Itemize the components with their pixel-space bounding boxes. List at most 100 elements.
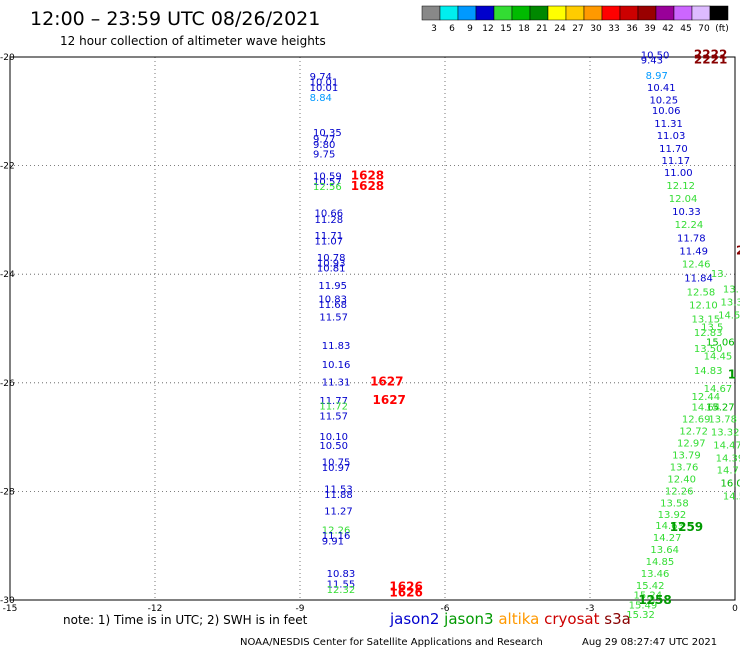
pass-time-label: 1627 bbox=[373, 393, 406, 407]
legend-cryosat: cryosat bbox=[539, 610, 599, 628]
pass-time-label: 1628 bbox=[351, 179, 384, 193]
colorbar-swatch bbox=[655, 5, 675, 21]
wave-height-label: 8.84 bbox=[310, 93, 332, 104]
legend-s3a: s3a bbox=[600, 610, 631, 628]
colorbar-label: 30 bbox=[590, 24, 602, 34]
wave-height-label: 10.81 bbox=[317, 264, 346, 275]
pass-time-label: 1628 bbox=[351, 168, 384, 182]
x-tick-label: -3 bbox=[586, 604, 595, 614]
colorbar-label: 3 bbox=[431, 24, 437, 34]
x-axis-ticks: -15 -12 -9 -6 -3 0 bbox=[3, 604, 738, 614]
wave-height-label: 11.00 bbox=[664, 168, 693, 179]
pass-time-label: 2222 bbox=[694, 47, 727, 61]
colorbar-swatch bbox=[511, 5, 531, 21]
wave-height-label: 13.76 bbox=[670, 462, 699, 473]
colorbar-swatch bbox=[493, 5, 513, 21]
wave-height-label: 9.75 bbox=[313, 150, 335, 161]
y-tick-label: -28 bbox=[0, 487, 15, 497]
wave-height-label: 11.28 bbox=[315, 215, 344, 226]
wave-height-label: 14.47 bbox=[713, 441, 740, 452]
pass-time-label: 2220 bbox=[736, 243, 740, 257]
wave-height-label: 10.01 bbox=[310, 77, 339, 88]
chart-subtitle: 12 hour collection of altimeter wave hei… bbox=[60, 34, 326, 48]
wave-height-label: 11.31 bbox=[654, 119, 683, 130]
wave-height-label: 13.92 bbox=[658, 510, 687, 521]
wave-height-label: 13.15 bbox=[692, 315, 721, 326]
wave-height-label: 11.78 bbox=[677, 233, 706, 244]
x-tick-label: -9 bbox=[296, 604, 305, 614]
colorbar-swatch bbox=[691, 5, 711, 21]
colorbar-label: 33 bbox=[608, 24, 619, 34]
wave-height-label: 10.33 bbox=[672, 207, 701, 218]
wave-height-label: 10.41 bbox=[647, 83, 676, 94]
y-tick-label: -24 bbox=[0, 270, 15, 280]
wave-height-label: 10.59 bbox=[313, 171, 342, 182]
wave-height-label: 10.50 bbox=[319, 441, 348, 452]
wave-height-label: 11.95 bbox=[318, 281, 347, 292]
pass-time-label: 1626 bbox=[389, 585, 422, 599]
y-tick-label: -22 bbox=[0, 162, 15, 172]
wave-height-label: 15.27 bbox=[706, 403, 735, 414]
satellite-legend: jason2 jason3 altika cryosat s3a bbox=[389, 610, 631, 628]
plot-frame bbox=[9, 56, 736, 601]
wave-height-label: 11.31 bbox=[322, 378, 351, 389]
wave-height-label: 11.57 bbox=[319, 313, 348, 324]
colorbar-swatch bbox=[547, 5, 567, 21]
wave-height-label: 14.5 bbox=[723, 492, 740, 503]
wave-height-label: 9.43 bbox=[641, 56, 663, 67]
wave-height-label: 15.06 bbox=[706, 338, 735, 349]
wave-height-label: 8.97 bbox=[646, 71, 668, 82]
colorbar-swatch bbox=[421, 5, 441, 21]
wave-height-label: 11.84 bbox=[684, 273, 713, 284]
wave-height-label: 12.40 bbox=[667, 474, 696, 485]
wave-height-label: 10.83 bbox=[318, 295, 347, 306]
wave-height-label: 10.66 bbox=[315, 208, 344, 219]
wave-height-label: 11.77 bbox=[319, 396, 348, 407]
legend-jason2: jason2 bbox=[389, 610, 439, 628]
pass-time-label: 1 bbox=[728, 368, 736, 382]
wave-height-label: 12.10 bbox=[689, 301, 718, 312]
colorbar-swatch bbox=[439, 5, 459, 21]
wave-height-label: 11.72 bbox=[319, 402, 348, 413]
wave-height-label: 12.69 bbox=[682, 415, 711, 426]
colorbar: 3 6 9 12 15 18 21 24 27 30 33 36 39 42 45 70 (ft) bbox=[421, 5, 729, 34]
colorbar-label: 21 bbox=[536, 24, 547, 34]
y-axis-ticks: -20 -22 -24 -26 -28 -30 bbox=[0, 53, 15, 606]
title-group: 12:00 – 23:59 UTC 08/26/2021 12 hour col… bbox=[30, 8, 326, 48]
wave-height-label: 10.01 bbox=[310, 83, 339, 94]
wave-height-label: 11.17 bbox=[662, 156, 691, 167]
wave-height-label: 16.0 bbox=[721, 479, 740, 490]
colorbar-label: 27 bbox=[572, 24, 583, 34]
wave-height-label: 10.83 bbox=[327, 569, 356, 580]
wave-height-label: 14.83 bbox=[694, 366, 723, 377]
colorbar-label: 6 bbox=[449, 24, 455, 34]
wave-height-label: 13.5 bbox=[701, 322, 723, 333]
wave-height-label: 12.56 bbox=[313, 182, 342, 193]
bottom-note: note: 1) Time is in UTC; 2) SWH is in fe… bbox=[63, 610, 717, 648]
wave-height-label: 12.58 bbox=[687, 288, 716, 299]
wave-height-label: 10.16 bbox=[322, 360, 351, 371]
x-tick-label: 0 bbox=[732, 604, 738, 614]
wave-height-label: 10.78 bbox=[317, 253, 346, 264]
x-tick-label: -15 bbox=[3, 604, 18, 614]
wave-height-label: 11.71 bbox=[315, 231, 344, 242]
wave-height-label: 12.83 bbox=[694, 328, 723, 339]
wave-height-label: 13. bbox=[711, 269, 727, 280]
wave-height-label: 11.49 bbox=[679, 246, 708, 257]
colorbar-label: 39 bbox=[644, 24, 656, 34]
x-tick-label: -12 bbox=[148, 604, 163, 614]
wave-height-label: 10.50 bbox=[641, 50, 670, 61]
wave-height-label: 14.85 bbox=[646, 557, 675, 568]
wave-height-label: 12.97 bbox=[677, 439, 706, 450]
pass-time-label: 1259 bbox=[670, 520, 703, 534]
wave-height-label: 13.79 bbox=[672, 450, 701, 461]
colorbar-label: 70 bbox=[698, 24, 710, 34]
wave-height-label: 12.72 bbox=[679, 427, 708, 438]
wave-height-label: 13.78 bbox=[708, 415, 737, 426]
colorbar-swatch bbox=[673, 5, 693, 21]
pass-time-label: 1627 bbox=[370, 375, 403, 389]
wave-height-label: 11.88 bbox=[324, 490, 353, 501]
wave-height-label: 12.44 bbox=[692, 392, 721, 403]
